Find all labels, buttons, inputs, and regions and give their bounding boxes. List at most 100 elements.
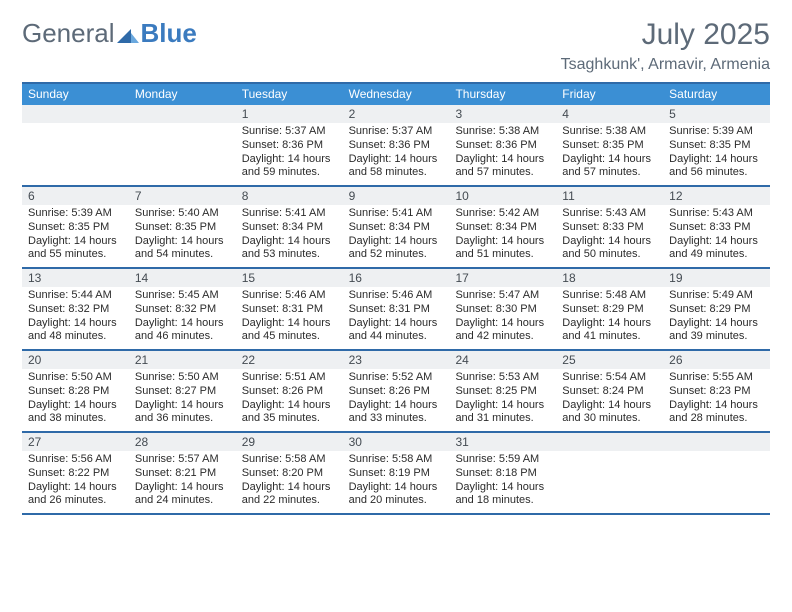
day-line-d2: and 22 minutes.: [242, 494, 337, 508]
day-line-ss: Sunset: 8:29 PM: [562, 303, 657, 317]
day-cell: 3Sunrise: 5:38 AMSunset: 8:36 PMDaylight…: [449, 105, 556, 185]
day-line-d2: and 33 minutes.: [349, 412, 444, 426]
day-line-d1: Daylight: 14 hours: [455, 399, 550, 413]
day-line-sr: Sunrise: 5:53 AM: [455, 371, 550, 385]
day-cell: 24Sunrise: 5:53 AMSunset: 8:25 PMDayligh…: [449, 351, 556, 431]
day-line-d2: and 53 minutes.: [242, 248, 337, 262]
day-line-ss: Sunset: 8:36 PM: [242, 139, 337, 153]
day-line-sr: Sunrise: 5:52 AM: [349, 371, 444, 385]
day-cell: 11Sunrise: 5:43 AMSunset: 8:33 PMDayligh…: [556, 187, 663, 267]
day-line-sr: Sunrise: 5:49 AM: [669, 289, 764, 303]
day-line-ss: Sunset: 8:28 PM: [28, 385, 123, 399]
day-cell: 23Sunrise: 5:52 AMSunset: 8:26 PMDayligh…: [343, 351, 450, 431]
day-number: 1: [236, 105, 343, 123]
day-line-sr: Sunrise: 5:43 AM: [669, 207, 764, 221]
day-line-ss: Sunset: 8:35 PM: [562, 139, 657, 153]
day-line-sr: Sunrise: 5:55 AM: [669, 371, 764, 385]
day-cell: 12 Sunrise: 5:43 AMSunset: 8:33 PMDayligh…: [663, 187, 770, 267]
day-line-ss: Sunset: 8:30 PM: [455, 303, 550, 317]
day-cell: [129, 105, 236, 185]
week-row: 1Sunrise: 5:37 AMSunset: 8:36 PMDaylight…: [22, 105, 770, 187]
day-number: 29: [236, 433, 343, 451]
day-line-d2: and 31 minutes.: [455, 412, 550, 426]
day-line-d2: and 54 minutes.: [135, 248, 230, 262]
day-number: 30: [343, 433, 450, 451]
day-cell: 6Sunrise: 5:39 AMSunset: 8:35 PMDaylight…: [22, 187, 129, 267]
day-line-d2: and 36 minutes.: [135, 412, 230, 426]
day-body: Sunrise: 5:42 AMSunset: 8:34 PMDaylight:…: [449, 205, 556, 266]
day-line-d2: and 50 minutes.: [562, 248, 657, 262]
day-line-d1: Daylight: 14 hours: [562, 317, 657, 331]
day-number: 18: [556, 269, 663, 287]
day-number: 20: [22, 351, 129, 369]
day-line-d1: Daylight: 14 hours: [28, 235, 123, 249]
day-number: 27: [22, 433, 129, 451]
day-line-d1: Daylight: 14 hours: [28, 317, 123, 331]
day-number: [663, 433, 770, 451]
day-body: Sunrise: 5:41 AMSunset: 8:34 PMDaylight:…: [343, 205, 450, 266]
day-line-sr: Sunrise: 5:58 AM: [349, 453, 444, 467]
day-line-sr: Sunrise: 5:50 AM: [135, 371, 230, 385]
day-line-d1: Daylight: 14 hours: [669, 235, 764, 249]
dow-cell: Wednesday: [343, 84, 450, 105]
day-line-sr: Sunrise: 5:37 AM: [349, 125, 444, 139]
day-cell: [22, 105, 129, 185]
day-line-d2: and 20 minutes.: [349, 494, 444, 508]
day-body: Sunrise: 5:44 AMSunset: 8:32 PMDaylight:…: [22, 287, 129, 348]
day-body: Sunrise: 5:39 AMSunset: 8:35 PMDaylight:…: [22, 205, 129, 266]
day-line-d2: and 49 minutes.: [669, 248, 764, 262]
day-number: 24: [449, 351, 556, 369]
day-line-d2: and 30 minutes.: [562, 412, 657, 426]
day-body: Sunrise: 5:37 AMSunset: 8:36 PMDaylight:…: [343, 123, 450, 184]
day-cell: 4Sunrise: 5:38 AMSunset: 8:35 PMDaylight…: [556, 105, 663, 185]
day-body: Sunrise: 5:53 AMSunset: 8:25 PMDaylight:…: [449, 369, 556, 430]
day-line-ss: Sunset: 8:29 PM: [669, 303, 764, 317]
day-number: 31: [449, 433, 556, 451]
day-body: Sunrise: 5:48 AMSunset: 8:29 PMDaylight:…: [556, 287, 663, 348]
day-line-ss: Sunset: 8:33 PM: [669, 221, 764, 235]
day-number: 26: [663, 351, 770, 369]
day-body: Sunrise: 5:50 AMSunset: 8:28 PMDaylight:…: [22, 369, 129, 430]
day-number: 7: [129, 187, 236, 205]
day-body: Sunrise: 5:56 AMSunset: 8:22 PMDaylight:…: [22, 451, 129, 512]
day-cell: 5Sunrise: 5:39 AMSunset: 8:35 PMDaylight…: [663, 105, 770, 185]
day-line-d1: Daylight: 14 hours: [455, 317, 550, 331]
day-cell: 16Sunrise: 5:46 AMSunset: 8:31 PMDayligh…: [343, 269, 450, 349]
day-line-d1: Daylight: 14 hours: [349, 153, 444, 167]
day-line-ss: Sunset: 8:35 PM: [135, 221, 230, 235]
day-number: 16: [343, 269, 450, 287]
day-line-d2: and 56 minutes.: [669, 166, 764, 180]
day-body: Sunrise: 5:41 AMSunset: 8:34 PMDaylight:…: [236, 205, 343, 266]
day-line-d1: Daylight: 14 hours: [242, 235, 337, 249]
day-line-d2: and 24 minutes.: [135, 494, 230, 508]
day-line-d2: and 39 minutes.: [669, 330, 764, 344]
day-line-d1: Daylight: 14 hours: [562, 153, 657, 167]
brand-logo: General Blue: [22, 18, 197, 49]
day-line-ss: Sunset: 8:31 PM: [242, 303, 337, 317]
day-line-sr: Sunrise: 5:54 AM: [562, 371, 657, 385]
dow-cell: Monday: [129, 84, 236, 105]
day-line-d1: Daylight: 14 hours: [242, 153, 337, 167]
day-line-d2: and 38 minutes.: [28, 412, 123, 426]
day-number: 10: [449, 187, 556, 205]
day-line-d2: and 28 minutes.: [669, 412, 764, 426]
day-body: Sunrise: 5:58 AMSunset: 8:19 PMDaylight:…: [343, 451, 450, 512]
day-line-ss: Sunset: 8:25 PM: [455, 385, 550, 399]
day-line-sr: Sunrise: 5:42 AM: [455, 207, 550, 221]
day-line-ss: Sunset: 8:32 PM: [28, 303, 123, 317]
day-line-d1: Daylight: 14 hours: [242, 399, 337, 413]
day-number: 25: [556, 351, 663, 369]
day-line-ss: Sunset: 8:33 PM: [562, 221, 657, 235]
day-line-sr: Sunrise: 5:57 AM: [135, 453, 230, 467]
weeks-container: 1Sunrise: 5:37 AMSunset: 8:36 PMDaylight…: [22, 105, 770, 515]
day-line-sr: Sunrise: 5:56 AM: [28, 453, 123, 467]
day-number: 2: [343, 105, 450, 123]
day-line-d2: and 35 minutes.: [242, 412, 337, 426]
day-line-d1: Daylight: 14 hours: [135, 481, 230, 495]
day-body: Sunrise: 5:38 AMSunset: 8:35 PMDaylight:…: [556, 123, 663, 184]
day-line-ss: Sunset: 8:27 PM: [135, 385, 230, 399]
day-line-d1: Daylight: 14 hours: [455, 153, 550, 167]
day-line-d1: Daylight: 14 hours: [562, 235, 657, 249]
day-number: 12: [663, 187, 770, 205]
day-number: 19: [663, 269, 770, 287]
